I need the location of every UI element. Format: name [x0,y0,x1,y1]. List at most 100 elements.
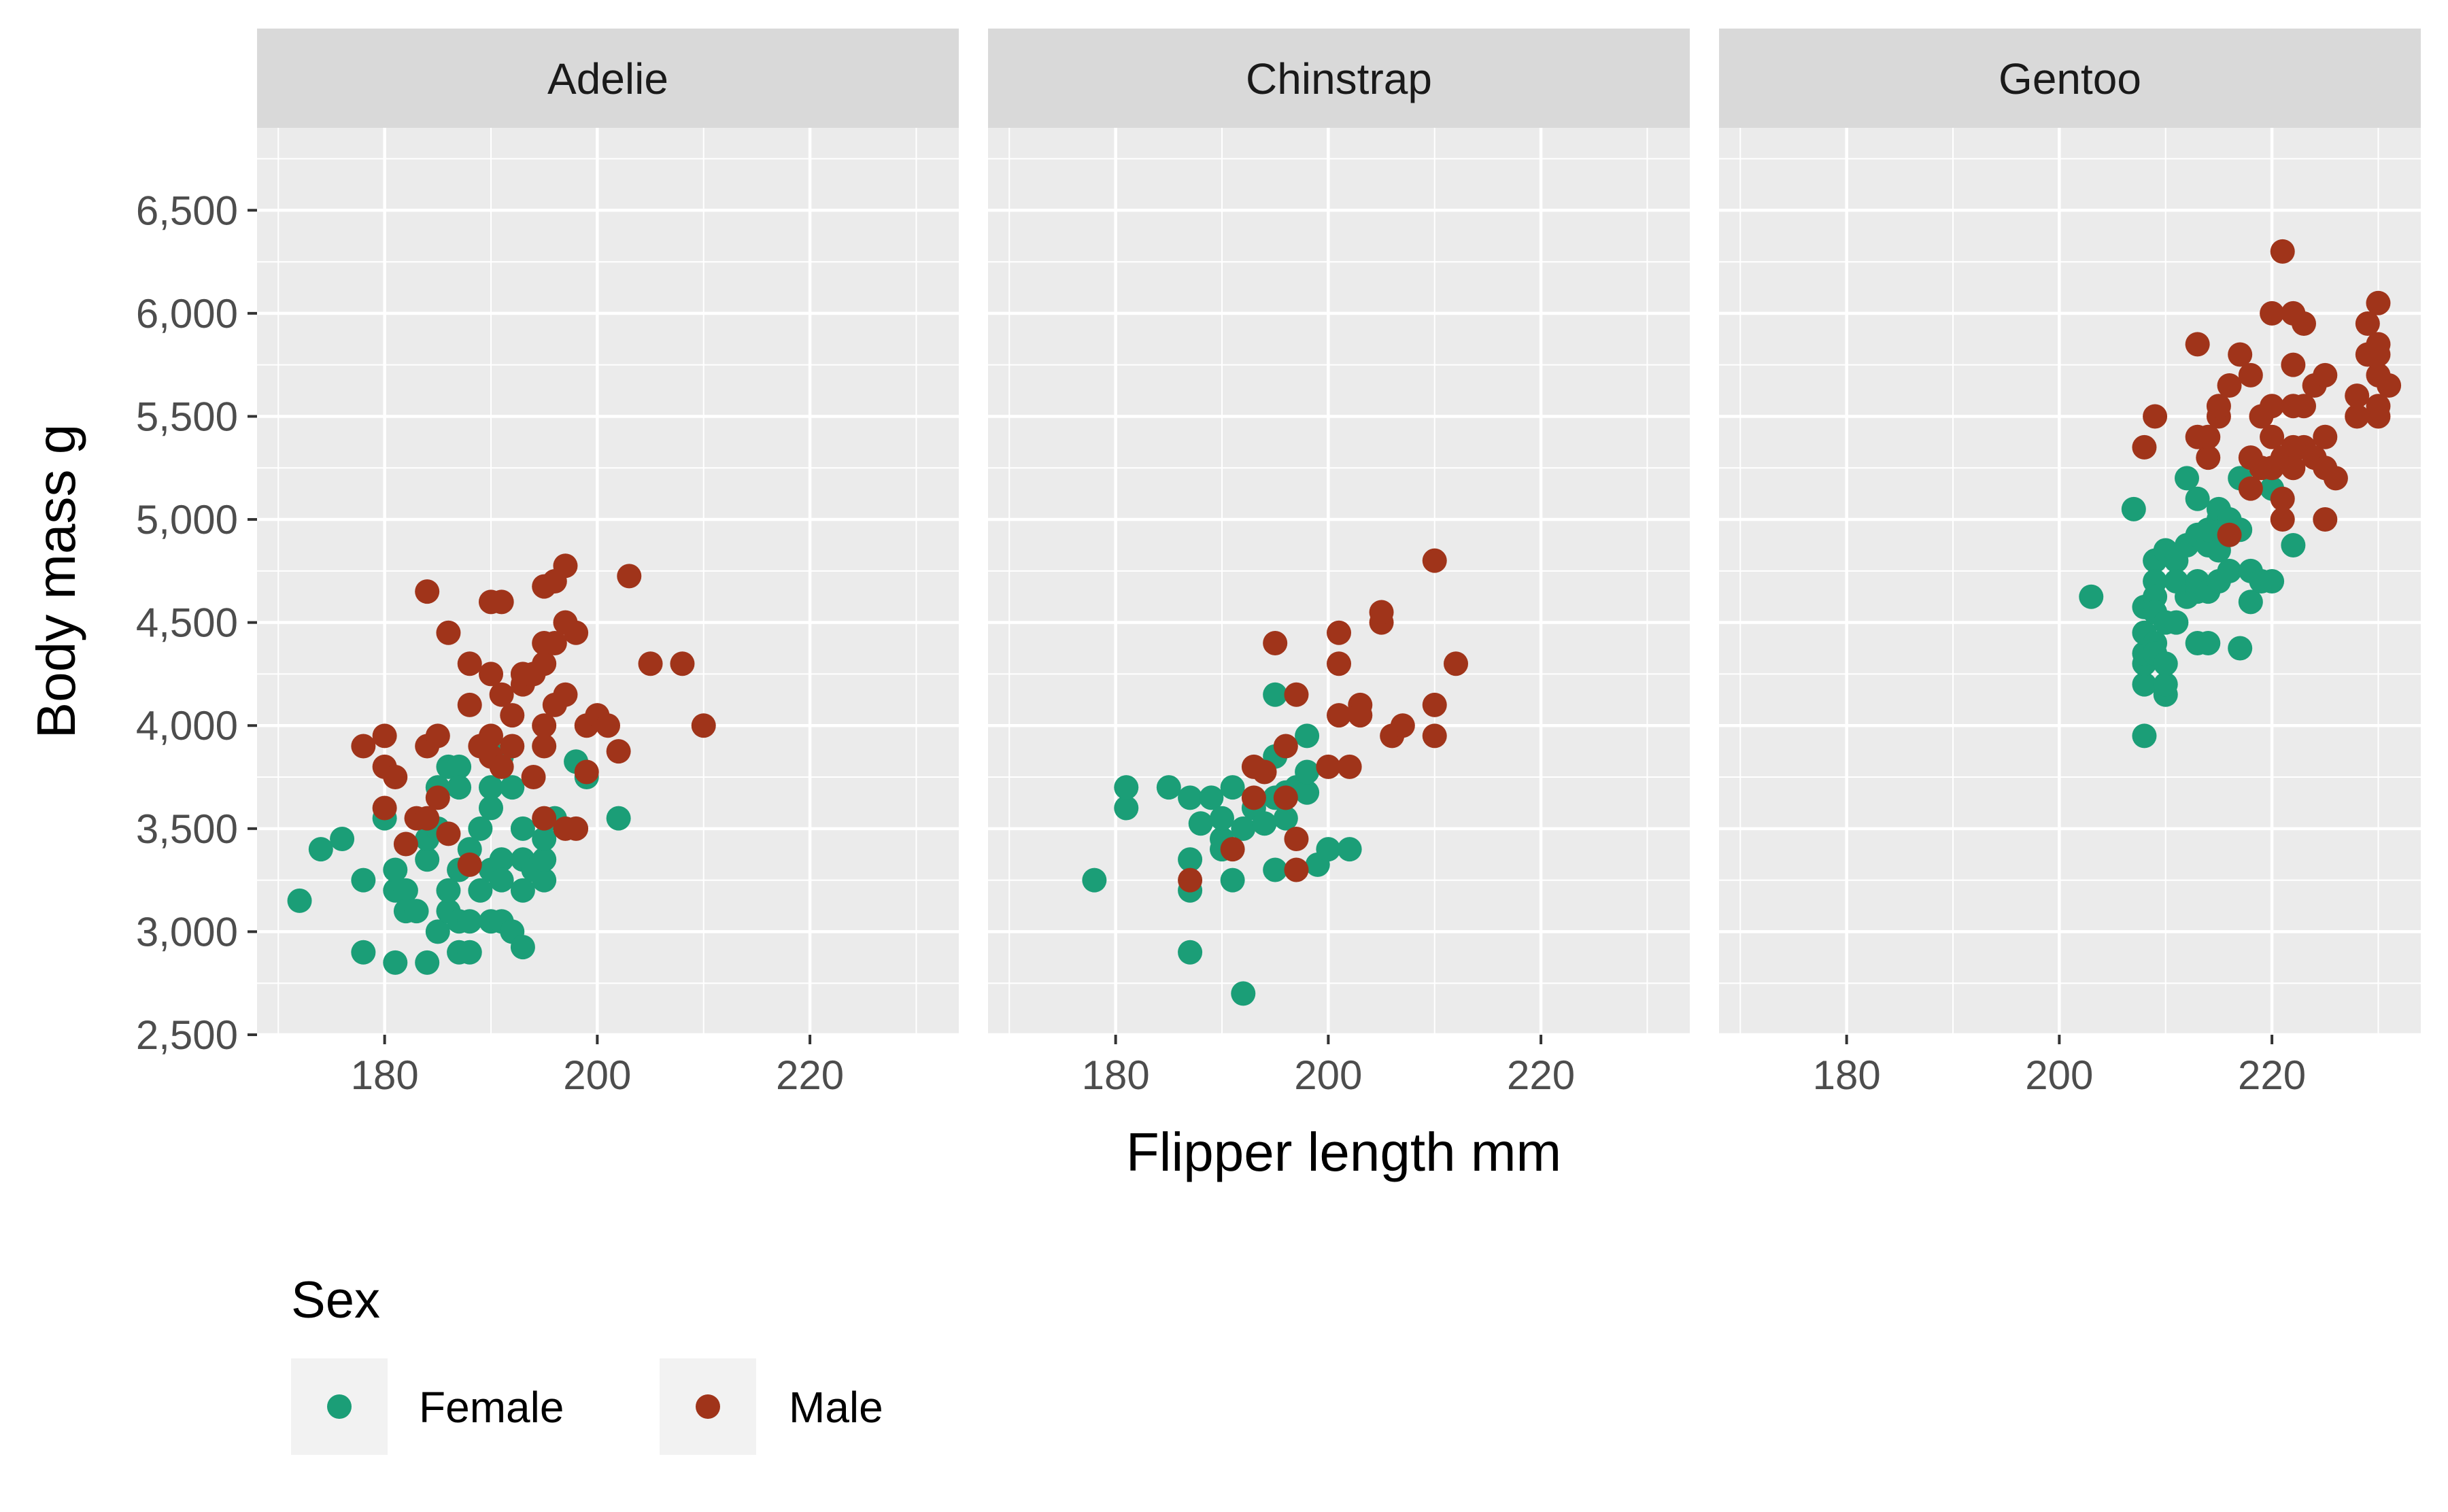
data-point [1231,816,1256,841]
facet-chinstrap: Chinstrap 180 200 220 [988,29,1690,1098]
data-point [2281,532,2306,557]
panel-background [257,128,959,1035]
legend-label-male: Male [789,1383,883,1432]
data-point [489,847,514,872]
data-point [436,620,461,645]
x-tick-label: 180 [1813,1052,1881,1098]
y-tick-label: 5,500 [136,394,238,439]
data-point [1273,785,1298,810]
data-point [510,878,535,903]
data-point [404,899,429,924]
data-point [2228,636,2253,661]
data-point [1156,775,1181,800]
data-point [691,713,716,738]
x-tick-label: 200 [2025,1052,2093,1098]
legend-label-female: Female [419,1383,564,1432]
data-point [2313,424,2338,449]
x-tick-label: 200 [563,1052,631,1098]
data-point [1178,847,1203,872]
data-point [510,935,535,960]
data-point [2366,342,2391,367]
data-point [2079,584,2104,609]
data-point [2366,404,2391,429]
data-point [2153,651,2178,676]
data-point [2260,394,2285,419]
data-point [479,795,503,821]
data-point [457,692,482,717]
data-point [383,857,408,882]
y-tick-label: 6,000 [136,291,238,337]
x-tick-label: 220 [1507,1052,1575,1098]
data-point [596,713,620,738]
data-point [2377,373,2402,398]
data-point [383,765,408,790]
data-point [479,662,503,687]
facet-strip [1719,29,2421,128]
data-point [1263,630,1288,655]
data-point [638,651,663,676]
data-point [2196,424,2221,449]
data-point [1231,981,1256,1006]
data-point [500,775,525,800]
data-point [1284,857,1309,882]
data-point [2260,300,2285,326]
data-point [308,837,333,862]
facet-strip [257,29,959,128]
data-point [500,703,525,728]
data-point [436,821,461,846]
data-point [2292,394,2316,419]
facet-strip-label: Chinstrap [1246,54,1432,103]
data-point [415,847,440,872]
data-point [574,759,599,785]
data-point [1316,754,1341,779]
data-point [1241,785,1266,810]
data-point [2355,311,2380,337]
data-point [447,775,472,800]
data-point [1327,651,1351,676]
data-point [532,867,557,893]
data-point [1263,857,1288,882]
data-point [457,909,482,934]
data-point [617,564,642,589]
data-point [532,806,557,831]
data-point [2238,589,2263,615]
data-point [2366,290,2391,315]
data-point [1082,867,1107,893]
facet-adelie: Adelie 180 200 220 [257,29,959,1098]
legend-title: Sex [291,1271,380,1329]
y-tick-label: 6,500 [136,188,238,233]
data-point [2270,486,2295,511]
data-point [2270,507,2295,532]
data-point [415,806,440,831]
data-point [2238,362,2263,388]
data-point [1199,785,1224,810]
x-tick-label: 220 [776,1052,844,1098]
data-point [1369,600,1394,625]
data-point [1252,759,1277,785]
series-male [351,553,716,877]
data-point [489,589,514,615]
data-point [383,950,408,975]
data-point [1295,780,1320,805]
data-point [2313,507,2338,532]
x-axis-title: Flipper length mm [1126,1122,1561,1182]
data-point [436,878,461,903]
data-point [553,682,578,707]
data-point [2281,352,2306,377]
data-point [2185,486,2210,511]
data-point [425,785,450,810]
data-point [1422,723,1447,749]
data-point [542,630,567,655]
data-point [510,816,535,841]
data-point [2132,434,2157,460]
data-point [330,826,355,851]
data-point [2270,239,2295,264]
data-point [2196,445,2221,470]
data-point [532,734,557,759]
data-point [468,816,493,841]
data-point [2153,672,2178,697]
data-point [2217,558,2242,583]
data-point [2292,311,2316,337]
data-point [2121,496,2146,521]
